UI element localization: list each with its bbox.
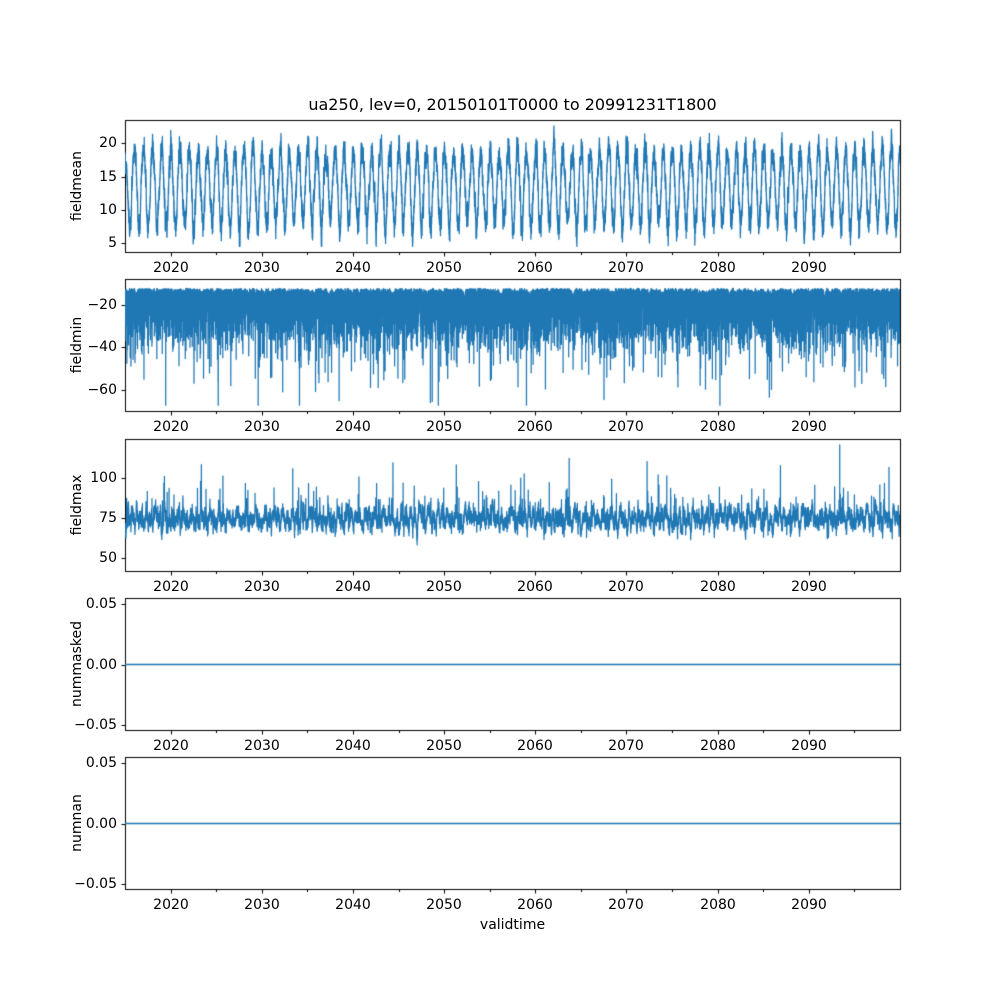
x-tick-label: 2030 — [244, 579, 280, 595]
y-tick-label: −20 — [87, 297, 117, 313]
y-tick-label: −40 — [87, 339, 117, 355]
x-tick-label: 2070 — [608, 579, 644, 595]
x-tick-label: 2040 — [335, 260, 371, 276]
y-tick-label: −0.05 — [74, 717, 117, 733]
x-tick-label: 2090 — [791, 579, 827, 595]
x-tick-label: 2020 — [153, 897, 189, 913]
y-tick-label: −60 — [87, 382, 117, 398]
y-tick-label: 5 — [108, 235, 117, 251]
x-tick-label: 2060 — [517, 260, 553, 276]
x-tick-label: 2060 — [517, 738, 553, 754]
x-tick-label: 2050 — [426, 738, 462, 754]
figure-title: ua250, lev=0, 20150101T0000 to 20991231T… — [308, 95, 717, 114]
x-tick-label: 2080 — [700, 419, 736, 435]
x-tick-label: 2060 — [517, 579, 553, 595]
x-tick-label: 2030 — [244, 738, 280, 754]
x-tick-label: 2020 — [153, 260, 189, 276]
x-tick-label: 2050 — [426, 897, 462, 913]
y-tick-label: 0.05 — [85, 596, 117, 612]
x-tick-label: 2030 — [244, 897, 280, 913]
y-tick-label: 20 — [99, 135, 117, 151]
x-tick-label: 2040 — [335, 419, 371, 435]
x-tick-label: 2090 — [791, 419, 827, 435]
x-tick-label: 2090 — [791, 738, 827, 754]
x-tick-label: 2090 — [791, 260, 827, 276]
y-tick-label: 15 — [99, 169, 117, 185]
y-tick-label: 75 — [99, 510, 117, 526]
x-tick-label: 2080 — [700, 260, 736, 276]
x-tick-label: 2030 — [244, 419, 280, 435]
y-tick-label: 0.05 — [85, 755, 117, 771]
x-tick-label: 2050 — [426, 260, 462, 276]
xlabel-validtime: validtime — [479, 917, 546, 933]
x-tick-label: 2060 — [517, 897, 553, 913]
x-tick-label: 2040 — [335, 738, 371, 754]
x-tick-label: 2070 — [608, 738, 644, 754]
x-tick-label: 2040 — [335, 897, 371, 913]
x-tick-label: 2050 — [426, 579, 462, 595]
x-tick-label: 2080 — [700, 897, 736, 913]
x-tick-label: 2020 — [153, 419, 189, 435]
x-tick-label: 2040 — [335, 579, 371, 595]
y-tick-label: 50 — [99, 550, 117, 566]
x-tick-label: 2090 — [791, 897, 827, 913]
x-tick-label: 2070 — [608, 897, 644, 913]
x-tick-label: 2070 — [608, 419, 644, 435]
x-tick-label: 2020 — [153, 579, 189, 595]
x-tick-label: 2020 — [153, 738, 189, 754]
x-tick-label: 2080 — [700, 738, 736, 754]
x-tick-label: 2030 — [244, 260, 280, 276]
x-tick-label: 2080 — [700, 579, 736, 595]
y-tick-label: 0.00 — [85, 816, 117, 832]
x-tick-label: 2060 — [517, 419, 553, 435]
y-tick-label: 0.00 — [85, 657, 117, 673]
y-tick-label: 10 — [99, 202, 117, 218]
x-tick-label: 2070 — [608, 260, 644, 276]
y-tick-label: −0.05 — [74, 876, 117, 892]
x-tick-label: 2050 — [426, 419, 462, 435]
y-tick-label: 100 — [90, 470, 117, 486]
